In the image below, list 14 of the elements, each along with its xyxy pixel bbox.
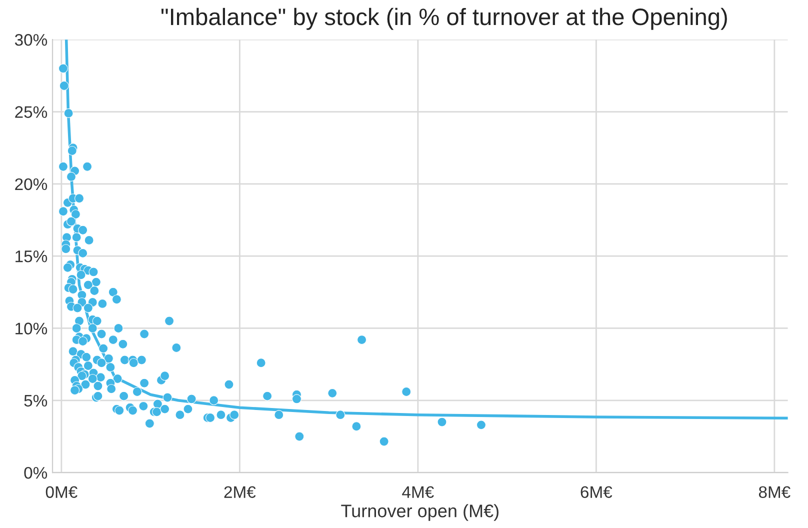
y-tick-label: 0% (24, 466, 48, 479)
y-tick-label: 20% (15, 178, 48, 190)
chart-title: "Imbalance" by stock (in % of turnover at the Opening) (161, 8, 727, 30)
y-tick-label: 15% (16, 250, 48, 262)
x-tick-label: 6M€ (580, 486, 612, 498)
x-tick-label: 0M€ (46, 486, 78, 498)
x-tick-label: 2M€ (224, 486, 256, 498)
y-tick-label: 30% (14, 34, 48, 46)
y-tick-label: 5% (24, 394, 48, 407)
x-tick-label: 8M€ (758, 486, 790, 498)
y-tick-label: 25% (15, 106, 48, 118)
x-axis-title: Turnover open (M€) (341, 504, 498, 521)
x-tick-label: 4M€ (402, 486, 434, 498)
y-tick-label: 10% (16, 322, 48, 334)
